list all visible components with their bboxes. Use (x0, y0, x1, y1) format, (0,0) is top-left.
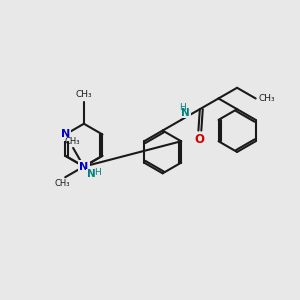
Text: N: N (79, 161, 88, 172)
Text: N: N (87, 169, 96, 179)
Text: N: N (61, 129, 70, 140)
Text: CH₃: CH₃ (259, 94, 275, 103)
Text: N: N (79, 161, 88, 172)
Text: CH₃: CH₃ (76, 90, 92, 99)
Text: CH₃: CH₃ (64, 137, 80, 146)
Text: N: N (181, 108, 190, 118)
Text: H: H (94, 169, 100, 178)
Text: O: O (195, 134, 205, 146)
Text: CH₃: CH₃ (55, 179, 70, 188)
Text: H: H (179, 103, 186, 112)
